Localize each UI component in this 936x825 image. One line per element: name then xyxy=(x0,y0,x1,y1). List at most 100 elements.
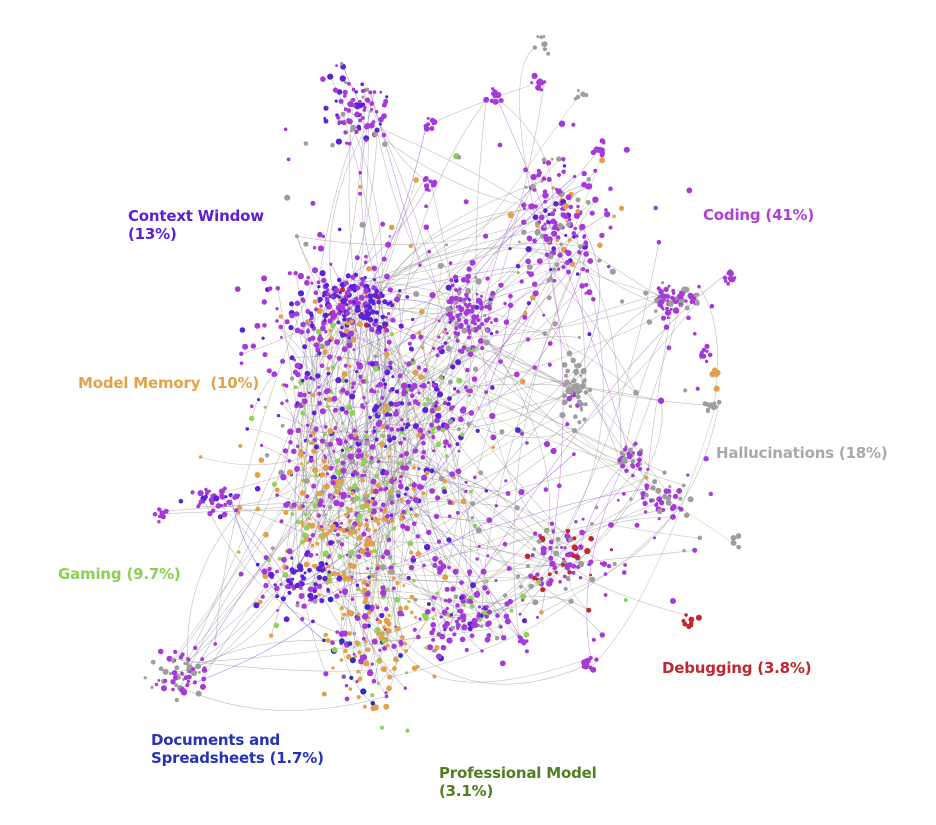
graph-node xyxy=(473,475,477,480)
graph-node xyxy=(345,321,350,326)
graph-node xyxy=(693,292,698,298)
graph-edge xyxy=(367,541,568,567)
graph-node xyxy=(382,510,386,514)
graph-node xyxy=(556,172,562,178)
graph-node xyxy=(532,238,537,244)
graph-node xyxy=(470,516,475,520)
graph-node xyxy=(460,598,466,604)
graph-node xyxy=(582,417,587,422)
graph-node xyxy=(336,320,341,325)
graph-node xyxy=(442,401,448,406)
graph-node xyxy=(373,318,379,324)
graph-node xyxy=(383,382,388,387)
graph-node xyxy=(261,299,267,305)
graph-edge xyxy=(339,556,406,644)
graph-node xyxy=(234,286,241,292)
graph-node xyxy=(572,452,576,456)
graph-node xyxy=(403,465,410,471)
graph-node xyxy=(433,471,437,474)
graph-node xyxy=(637,457,642,463)
graph-node xyxy=(370,662,374,666)
graph-node xyxy=(284,319,290,325)
graph-node xyxy=(636,450,643,457)
graph-node xyxy=(341,378,346,384)
graph-node xyxy=(657,517,661,521)
graph-node xyxy=(307,537,312,543)
graph-node xyxy=(300,617,305,622)
graph-node xyxy=(261,275,268,282)
graph-node xyxy=(425,397,430,402)
graph-node xyxy=(445,331,449,335)
graph-node xyxy=(492,98,499,105)
graph-node xyxy=(450,283,455,288)
graph-node xyxy=(354,111,360,117)
graph-node xyxy=(311,393,316,398)
graph-node xyxy=(474,305,480,310)
graph-node xyxy=(669,307,673,311)
graph-node xyxy=(345,553,349,557)
graph-edge xyxy=(446,426,471,606)
graph-node xyxy=(391,586,396,591)
graph-edge xyxy=(198,480,308,507)
graph-node xyxy=(331,571,337,577)
label-debugging-line1: Debugging (3.8%) xyxy=(662,659,812,677)
graph-node xyxy=(473,321,477,326)
graph-node xyxy=(437,346,442,351)
graph-node xyxy=(568,404,573,409)
graph-node xyxy=(603,593,608,597)
graph-node xyxy=(357,650,362,655)
graph-node xyxy=(315,373,321,379)
graph-node xyxy=(299,581,305,587)
graph-node xyxy=(270,546,275,551)
graph-node xyxy=(371,678,377,684)
graph-node xyxy=(376,401,381,406)
graph-node xyxy=(308,552,314,558)
graph-node xyxy=(483,233,489,239)
graph-node xyxy=(498,98,504,103)
graph-node xyxy=(530,553,535,558)
graph-node xyxy=(349,319,354,324)
graph-node xyxy=(504,479,508,483)
graph-node xyxy=(536,539,542,544)
graph-node xyxy=(348,433,354,440)
graph-node xyxy=(398,653,403,658)
graph-node xyxy=(643,290,649,296)
graph-node xyxy=(291,502,297,508)
graph-node xyxy=(401,391,407,397)
graph-edge xyxy=(438,383,571,542)
graph-node xyxy=(653,309,658,313)
graph-node xyxy=(397,605,404,612)
graph-node xyxy=(464,647,469,653)
graph-edge xyxy=(500,285,583,362)
graph-node xyxy=(332,495,336,499)
graph-node xyxy=(413,399,419,405)
graph-node xyxy=(540,549,547,556)
graph-node xyxy=(565,219,569,223)
graph-node xyxy=(430,431,435,436)
graph-node xyxy=(340,387,346,393)
graph-node xyxy=(364,639,368,643)
graph-node xyxy=(360,473,364,478)
graph-node xyxy=(381,592,387,597)
graph-node xyxy=(401,382,408,389)
graph-node xyxy=(542,313,546,317)
graph-node xyxy=(656,508,663,515)
graph-node xyxy=(340,521,343,525)
graph-node xyxy=(695,386,700,391)
graph-node xyxy=(460,277,467,283)
graph-edge xyxy=(337,460,509,494)
graph-node xyxy=(429,488,435,494)
graph-node xyxy=(542,35,546,38)
graph-node xyxy=(606,563,612,569)
graph-node xyxy=(361,95,365,99)
graph-node xyxy=(295,371,301,378)
graph-node xyxy=(573,226,577,231)
graph-node xyxy=(318,334,323,338)
graph-node xyxy=(326,396,333,403)
graph-node xyxy=(467,351,474,358)
graph-edge xyxy=(390,497,490,521)
graph-node xyxy=(568,204,574,210)
graph-node xyxy=(381,256,387,262)
graph-node xyxy=(383,348,388,352)
graph-node xyxy=(342,317,347,322)
